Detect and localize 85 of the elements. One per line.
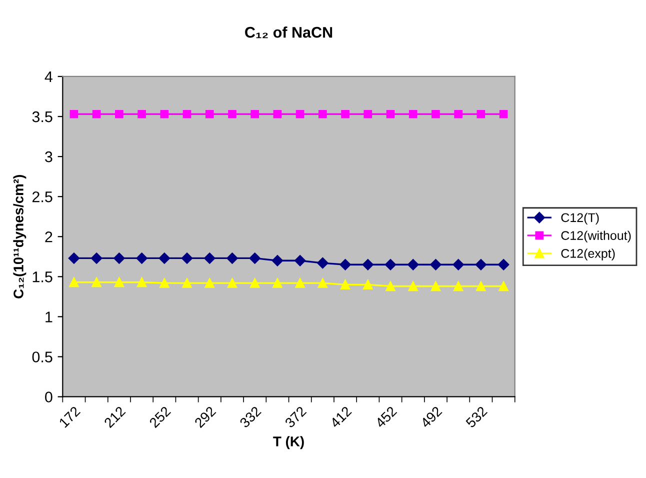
point [68, 252, 80, 264]
point [250, 110, 260, 118]
point [250, 278, 260, 288]
x-tick-label: 172 [58, 406, 81, 428]
point [114, 277, 124, 288]
point [386, 281, 396, 292]
point [273, 110, 282, 118]
point [340, 280, 350, 290]
point [228, 110, 236, 118]
y-tick-label: 1.5 [32, 272, 52, 282]
point [498, 259, 510, 270]
point [430, 281, 441, 292]
point [340, 259, 351, 270]
x-tick-label: 212 [104, 406, 126, 428]
point [272, 255, 284, 266]
point [341, 110, 350, 118]
point [363, 280, 373, 290]
point [408, 259, 419, 270]
point [136, 277, 147, 288]
y-tick-label: 3.5 [32, 111, 52, 122]
x-tick-label: 292 [194, 406, 216, 428]
point [386, 110, 395, 118]
point [114, 252, 125, 264]
point [294, 255, 306, 266]
x-tick-label: 332 [239, 406, 262, 428]
point [362, 259, 374, 270]
point [499, 110, 508, 118]
point [227, 278, 238, 288]
point [205, 110, 214, 118]
chart-title: C₁₂ of NaCN [245, 26, 332, 38]
x-axis-title: T (K) [273, 436, 304, 450]
y-tick-label: 3 [45, 151, 52, 162]
point [160, 278, 170, 288]
point [476, 281, 486, 292]
point [92, 110, 101, 118]
x-tick-label: 372 [284, 406, 307, 428]
y-tick-label: 1 [46, 312, 52, 322]
point [475, 259, 487, 270]
point [158, 252, 170, 264]
y-tick-label: 0.5 [32, 352, 52, 362]
legend-label: C12(expt) [561, 248, 615, 260]
point [69, 277, 79, 288]
y-tick-label: 2 [45, 231, 52, 242]
legend-label: C12(T) [561, 212, 599, 225]
point [430, 259, 442, 270]
point [160, 110, 169, 118]
point [453, 281, 464, 292]
point [249, 252, 260, 264]
x-tick-label: 532 [465, 406, 488, 428]
point [115, 110, 124, 118]
point [364, 110, 372, 118]
point [476, 110, 486, 118]
legend-label: C12(without) [561, 230, 631, 242]
point [452, 259, 464, 270]
point [408, 281, 418, 292]
point [296, 110, 304, 118]
point [384, 259, 396, 270]
point [90, 252, 102, 264]
point [272, 278, 282, 288]
point [204, 278, 214, 288]
y-axis-title: C₁₂(10¹¹dynes/cm²) [13, 175, 26, 298]
point [70, 110, 78, 118]
point [432, 110, 440, 118]
point [498, 281, 508, 292]
point [295, 278, 305, 288]
point [182, 278, 192, 288]
x-tick-label: 452 [374, 406, 398, 428]
y-tick-label: 4 [44, 72, 52, 82]
x-tick-label: 492 [420, 406, 442, 428]
point [92, 277, 102, 288]
point [226, 252, 238, 264]
point [318, 110, 327, 118]
point [181, 252, 193, 264]
point [454, 110, 463, 118]
point [182, 110, 192, 118]
point [204, 252, 216, 264]
y-tick-label: 0 [45, 392, 52, 402]
y-tick-label: 2.5 [32, 191, 52, 202]
x-tick-label: 252 [148, 406, 172, 428]
point [136, 252, 148, 264]
point [138, 110, 146, 118]
point [317, 257, 328, 269]
x-tick-label: 412 [329, 406, 352, 428]
point [318, 278, 328, 288]
point [408, 110, 418, 118]
